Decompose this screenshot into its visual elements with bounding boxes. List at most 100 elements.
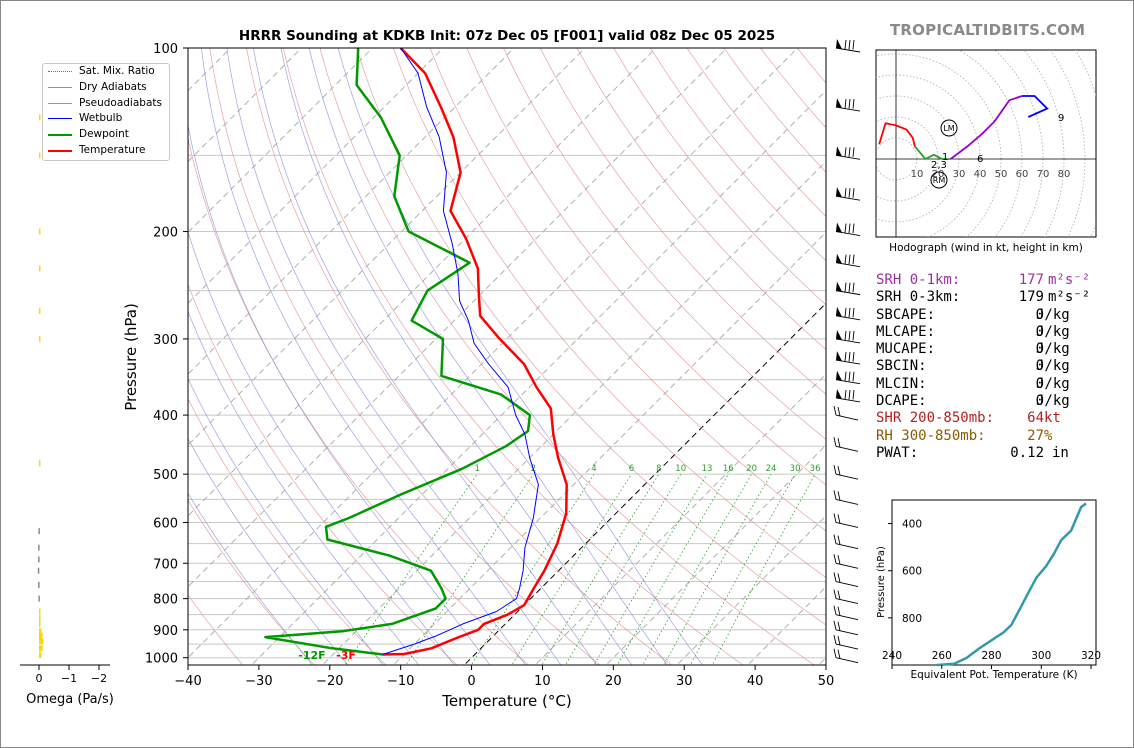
chart-legend: Sat. Mix. Ratio Dry Adiabats Pseudoadiab… [42,63,170,161]
omega-bar [39,265,41,272]
omega-bar [39,620,41,627]
barb-feather [852,330,855,341]
isotherm-gridline [250,89,826,665]
stat-label: SHR 200-850mb: [876,410,995,427]
barb-flag [836,388,842,399]
dry-adiabat [539,48,826,395]
omega-bar [38,528,40,535]
x-tick-label: 20 [605,674,622,689]
pseudoadiabat [253,48,597,665]
y-axis-label: Pressure (hPa) [122,303,140,411]
mixing-ratio-label: 1 [474,464,479,474]
wind-barb [835,253,861,268]
wind-barb [835,187,861,201]
isotherm-gridline [188,48,444,304]
stat-label: PWAT: [876,444,919,461]
barb-staff [835,498,859,505]
stat-row: MLCIN: 0 J/kg [876,376,1106,393]
barb-feather [848,389,851,400]
wind-barb [835,146,861,160]
stat-value: 64 [1027,410,1044,427]
dry-adiabat [319,48,815,665]
omega-bar [39,608,41,615]
wind-barb [835,306,861,321]
omega-bar [39,308,41,315]
barb-staff [835,231,861,236]
barb-feather [848,147,851,157]
barb-feather [852,307,855,318]
barb-feather [837,555,841,565]
isotherm-gridline [392,231,826,665]
x-tick-label: 50 [818,674,835,689]
hodograph-height-label: 2,3 [931,160,947,171]
wind-barb [833,648,859,664]
y-tick-label: 800 [153,593,178,608]
barb-feather [837,438,841,448]
hodograph-ring-label: 10 [911,169,924,180]
theta-x-tick-label: 320 [1081,650,1101,662]
barb-staff [835,154,861,160]
barb-feather [844,254,847,265]
stat-label: SRH 0-3km: [876,289,961,306]
barb-feather [837,491,841,501]
stat-label: MLCIN: [876,375,927,392]
pseudoadiabat [188,377,384,665]
omega-tick-label: −2 [91,672,107,685]
wind-barb [833,605,859,621]
barb-feather [848,282,851,293]
theta-e-frame [891,499,1097,666]
barb-feather [848,223,851,234]
dry-adiabat [466,48,826,486]
barb-feather [848,307,851,318]
stat-value: 179 [1018,289,1044,306]
wind-barb [835,329,861,344]
barb-feather [848,188,851,198]
stat-row: SBCAPE: 0 J/kg [876,307,1106,324]
x-tick-label: −30 [245,674,272,689]
wind-barb [833,572,859,587]
legend-label: Sat. Mix. Ratio [79,65,155,77]
y-tick-label: 900 [153,624,178,639]
barb-staff [835,473,859,480]
wind-barb [833,554,859,569]
stat-value: 177 [1018,272,1044,288]
pseudoadiabat [188,310,420,665]
dry-adiabat [392,48,826,579]
barb-feather [833,534,837,544]
legend-label: Wetbulb [79,112,123,125]
dry-adiabat [188,136,530,665]
dry-adiabat [188,594,244,665]
x-tick-label: −40 [174,674,201,689]
x-tick-label: 0 [467,674,475,689]
chart-title: HRRR Sounding at KDKB Init: 07z Dec 05 [… [239,28,775,44]
barb-feather [848,371,851,382]
omega-tick-label: −1 [61,672,77,685]
barb-feather [833,465,837,475]
barb-feather [837,535,841,545]
barb-staff [835,47,861,53]
y-tick-label: 300 [153,333,178,348]
x-tick-label: 30 [676,674,693,689]
hodograph-ring-label: 30 [953,169,966,180]
barb-feather [844,188,847,198]
dry-adiabat [188,283,458,665]
mixing-ratio-line [511,473,632,665]
barb-feather [833,589,837,599]
stat-row: PWAT: 0.12 in [876,445,1106,462]
legend-swatch [48,86,72,88]
legend-swatch [48,102,72,104]
hodograph-trace [950,95,1023,160]
legend-item: Pseudoadiabats [43,96,169,112]
mixing-ratio-line [565,473,682,665]
zero-isotherm [463,302,826,665]
barb-staff [835,445,859,452]
omega-bar [39,645,43,652]
mixing-ratio-line [642,473,752,665]
stat-label: RH 300-850mb: [876,427,986,444]
barb-staff [835,315,861,321]
barb-feather [852,147,855,157]
stat-unit: m²s⁻² [1048,272,1091,288]
y-tick-label: 500 [153,468,178,483]
hodograph-height-label: 9 [1058,113,1064,124]
barb-feather [844,223,847,234]
